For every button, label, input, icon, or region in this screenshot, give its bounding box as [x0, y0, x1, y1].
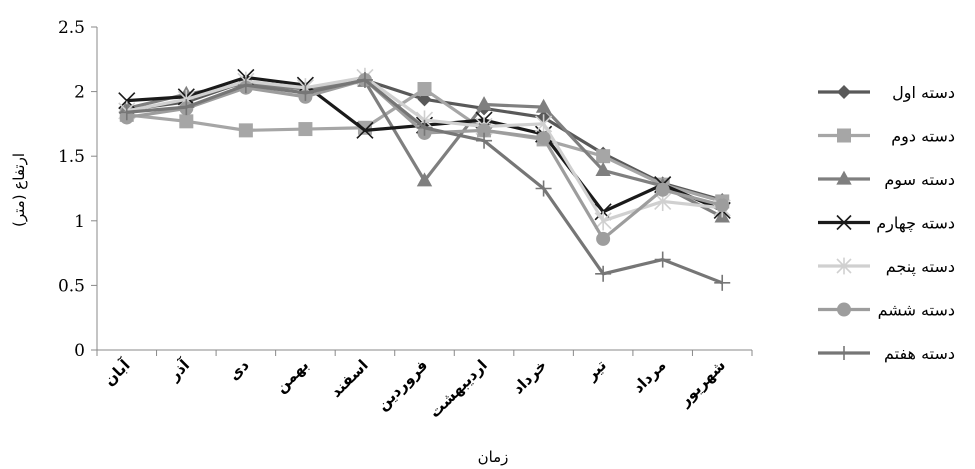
- x-tick-label: دی: [225, 356, 253, 384]
- data-point-plus: [237, 77, 254, 94]
- legend-label: دسته ششم: [878, 301, 955, 320]
- data-point-square: [596, 149, 611, 164]
- y-tick-label: 2.5: [58, 18, 85, 38]
- y-axis-ticks: 0 0.5 1 1.5 2 2.5: [58, 18, 97, 361]
- data-point-plus: [416, 119, 433, 136]
- legend-item: دسته سوم: [818, 170, 955, 190]
- x-tick-label: اردیبهشت: [426, 356, 491, 421]
- data-point-triangle: [476, 96, 492, 111]
- x-tick-label: آبان: [100, 356, 134, 390]
- x-tick-label: خرداد: [509, 356, 550, 397]
- x-tick-label: اسفند: [327, 356, 372, 401]
- data-point-triangle: [595, 162, 611, 177]
- legend-label: دسته هفتم: [884, 344, 955, 363]
- chart-axes: [96, 27, 752, 351]
- series-7: [118, 71, 731, 291]
- data-point-circle: [477, 123, 492, 138]
- y-tick-label: 0: [74, 341, 85, 361]
- data-point-triangle: [535, 98, 552, 113]
- x-tick-label: مرداد: [629, 356, 669, 396]
- data-point-square: [179, 114, 194, 129]
- data-point-plus: [476, 132, 493, 149]
- legend-label: دسته دوم: [891, 127, 955, 147]
- data-point-x: [836, 214, 852, 231]
- chart-legend: دسته اول دسته دوم دسته سوم دسته چهارم دسته پ…: [818, 83, 955, 363]
- legend-label: دسته پنجم: [886, 257, 955, 277]
- x-tick-label: شهریور: [675, 356, 729, 410]
- data-point-plus: [837, 346, 851, 360]
- data-point-circle: [596, 231, 611, 246]
- data-point-square: [837, 128, 851, 143]
- y-tick-label: 1.5: [58, 147, 85, 167]
- data-point-plus: [595, 265, 612, 282]
- data-point-x: [356, 121, 374, 139]
- y-tick-label: 1: [74, 212, 85, 232]
- data-point-diamond: [837, 85, 851, 99]
- data-point-plus: [356, 71, 373, 88]
- data-point-circle: [837, 302, 851, 317]
- legend-item: دسته پنجم: [818, 257, 955, 277]
- data-point-star: [836, 257, 852, 275]
- data-point-plus: [535, 180, 552, 197]
- y-axis-title: ارتفاع (متر): [10, 153, 28, 227]
- data-point-circle: [655, 182, 670, 197]
- data-point-square: [417, 82, 432, 97]
- series-lines: [118, 67, 731, 291]
- data-point-star: [594, 211, 612, 231]
- data-point-plus: [654, 251, 671, 268]
- data-point-circle: [536, 131, 551, 146]
- x-tick-label: بهمن: [272, 356, 312, 396]
- data-point-triangle: [836, 170, 852, 185]
- data-point-triangle: [416, 172, 433, 187]
- y-tick-label: 2: [74, 83, 85, 103]
- legend-label: دسته چهارم: [876, 214, 955, 234]
- data-point-plus: [714, 274, 731, 291]
- legend-item: دسته اول: [818, 83, 955, 103]
- y-tick-label: 0.5: [58, 276, 85, 296]
- x-tick-label: فروردین: [373, 356, 431, 414]
- legend-item: دسته دوم: [818, 127, 955, 147]
- data-point-plus: [297, 84, 314, 101]
- data-point-star: [535, 114, 553, 134]
- legend-label: دسته سوم: [884, 170, 955, 190]
- x-tick-label: آذر: [165, 356, 194, 385]
- legend-item: دسته ششم: [818, 301, 955, 320]
- x-tick-label: تیر: [582, 356, 610, 384]
- legend-item: دسته چهارم: [818, 214, 955, 234]
- data-point-square: [238, 123, 253, 138]
- data-point-plus: [178, 99, 195, 116]
- data-point-plus: [118, 104, 135, 121]
- x-axis-title: زمان: [478, 448, 509, 466]
- data-point-square: [298, 122, 313, 137]
- legend-label: دسته اول: [892, 83, 955, 103]
- data-point-circle: [715, 198, 730, 213]
- legend-item: دسته هفتم: [818, 344, 955, 363]
